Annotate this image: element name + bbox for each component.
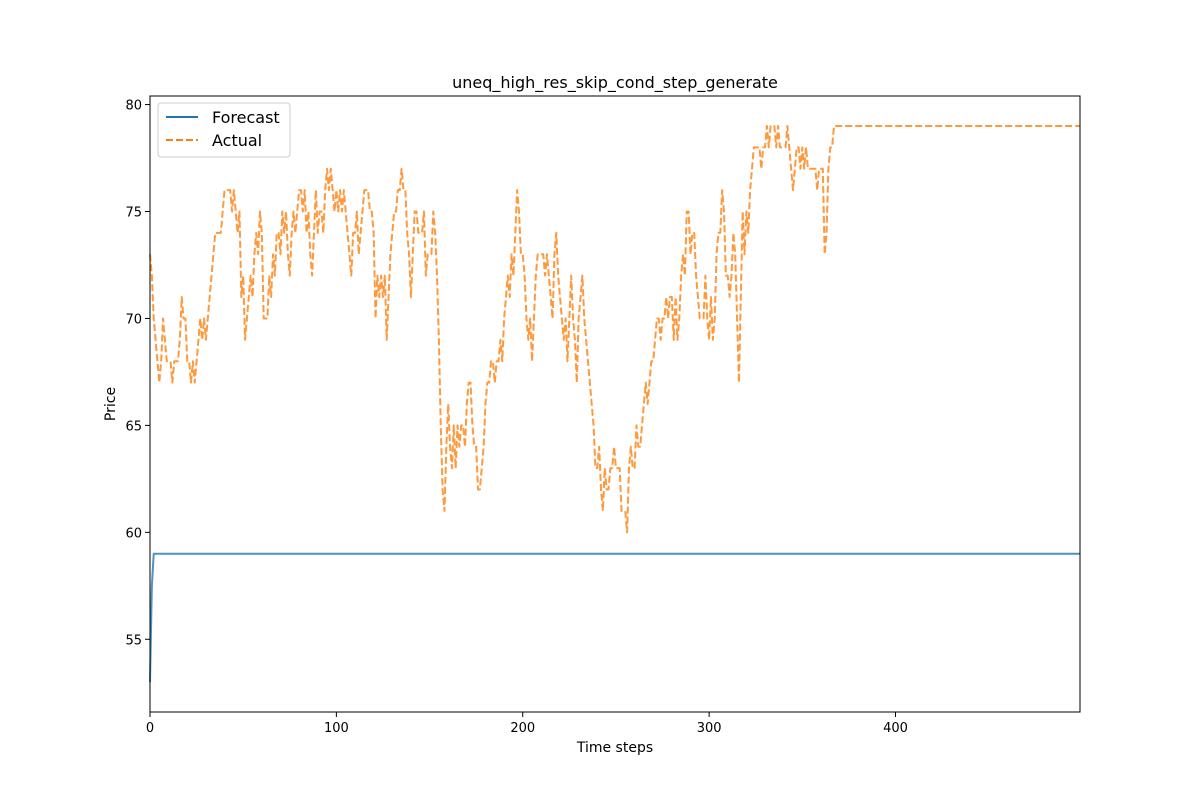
y-axis-label: Price [103, 387, 119, 421]
legend-label-actual: Actual [212, 131, 262, 150]
chart-title: uneq_high_res_skip_cond_step_generate [452, 73, 778, 93]
x-tick-label: 400 [883, 721, 908, 736]
y-tick-label: 80 [125, 99, 142, 114]
y-tick-label: 55 [125, 633, 142, 648]
y-tick-label: 70 [125, 312, 142, 327]
x-tick-label: 0 [146, 721, 154, 736]
x-axis-label: Time steps [576, 740, 653, 756]
legend: Forecast Actual [157, 102, 291, 158]
y-tick-label: 75 [125, 206, 142, 221]
x-axis-ticks: 0 100 200 300 400 [146, 712, 908, 736]
series-layer [149, 124, 1080, 683]
x-tick-label: 100 [324, 721, 349, 736]
series-line-actual [149, 124, 1080, 534]
y-tick-label: 65 [125, 419, 142, 434]
legend-label-forecast: Forecast [212, 108, 280, 127]
x-tick-label: 300 [697, 721, 722, 736]
series-line-forecast [149, 552, 1080, 683]
x-tick-label: 200 [510, 721, 535, 736]
y-axis-ticks: 55 60 65 70 75 80 [125, 99, 150, 648]
plot-frame [149, 95, 1081, 713]
y-tick-label: 60 [125, 526, 142, 541]
